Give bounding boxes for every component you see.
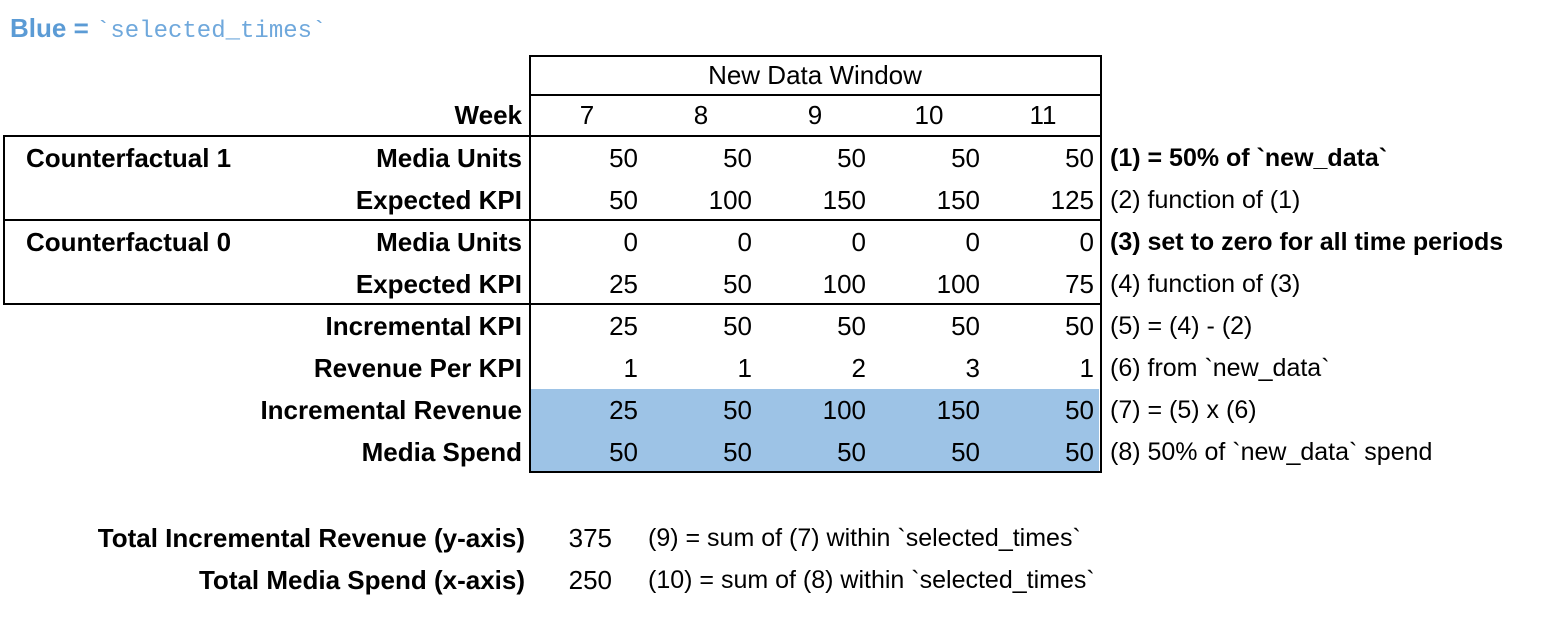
- table-row-expected-kpi-cf0: Expected KPI 25 50 100 100 75 (4) functi…: [4, 263, 1301, 305]
- row-label: Expected KPI: [355, 269, 522, 299]
- cell-value: 50: [1065, 143, 1094, 173]
- border-under-week: [3, 135, 1102, 137]
- total-incremental-revenue-value: 375: [568, 523, 612, 553]
- cell-value: 50: [723, 395, 752, 425]
- row-annotation-4: (4) function of (3): [1110, 270, 1301, 298]
- row-annotation-7: (7) = (5) x (6): [1110, 396, 1257, 424]
- border-cf1-cf0: [3, 219, 1102, 221]
- border-bottom: [529, 471, 1102, 473]
- cell-value: 50: [951, 437, 980, 467]
- counterfactual-1-label: Counterfactual 1: [26, 143, 232, 173]
- cell-value: 50: [951, 311, 980, 341]
- row-label: Expected KPI: [355, 185, 522, 215]
- border-data-left: [529, 55, 531, 473]
- cell-value: 50: [609, 143, 638, 173]
- week-9: 9: [807, 100, 823, 130]
- border-under-header: [529, 94, 1102, 96]
- cell-value: 0: [851, 227, 866, 257]
- table-row-media-units-cf0: Media Units 0 0 0 0 0 (3) set to zero fo…: [4, 221, 1503, 263]
- cell-value: 150: [936, 395, 980, 425]
- row-label: Media Units: [376, 143, 522, 173]
- total-incremental-revenue-label: Total Incremental Revenue (y-axis): [97, 523, 525, 553]
- cell-value: 100: [708, 185, 752, 215]
- cell-value: 50: [1065, 395, 1094, 425]
- total-media-spend-value: 250: [568, 565, 612, 595]
- row-annotation-1: (1) = 50% of `new_data`: [1110, 144, 1388, 172]
- row-label: Revenue Per KPI: [313, 353, 522, 383]
- border-top: [529, 55, 1102, 57]
- cell-value: 50: [837, 143, 866, 173]
- row-annotation-5: (5) = (4) - (2): [1110, 312, 1253, 340]
- counterfactual-0-label: Counterfactual 0: [26, 227, 232, 257]
- row-annotation-6: (6) from `new_data`: [1110, 354, 1330, 382]
- cell-value: 100: [822, 395, 866, 425]
- cell-value: 50: [723, 143, 752, 173]
- cell-value: 0: [1079, 227, 1094, 257]
- total-media-spend-label: Total Media Spend (x-axis): [198, 565, 525, 595]
- cell-value: 100: [822, 269, 866, 299]
- cell-value: 50: [951, 143, 980, 173]
- total-annotation-9: (9) = sum of (7) within `selected_times`: [648, 524, 1081, 552]
- week-10: 10: [914, 100, 944, 130]
- table-row-revenue-per-kpi: Revenue Per KPI 1 1 2 3 1 (6) from `new_…: [4, 347, 1330, 389]
- cell-value: 75: [1065, 269, 1094, 299]
- border-under-cf0: [3, 303, 1102, 305]
- total-annotation-10: (10) = sum of (8) within `selected_times…: [648, 566, 1095, 594]
- border-label-left: [3, 135, 5, 305]
- legend-code-selected-times: `selected_times`: [95, 18, 327, 45]
- cell-value: 25: [609, 311, 638, 341]
- row-annotation-3: (3) set to zero for all time periods: [1110, 228, 1504, 256]
- table-row-incremental-kpi: Incremental KPI 25 50 50 50 50 (5) = (4)…: [4, 305, 1252, 347]
- week-7: 7: [579, 100, 595, 130]
- cell-value: 3: [965, 353, 980, 383]
- week-label: Week: [454, 100, 522, 130]
- cell-value: 25: [609, 269, 638, 299]
- cell-value: 2: [851, 353, 866, 383]
- cell-value: 50: [1065, 437, 1094, 467]
- week-row: Week 7 8 9 10 11: [4, 95, 1100, 136]
- cell-value: 150: [822, 185, 866, 215]
- table-row-incremental-revenue: Incremental Revenue 25 50 100 150 50 (7)…: [4, 389, 1257, 431]
- cell-value: 1: [1079, 353, 1094, 383]
- cell-value: 50: [837, 437, 866, 467]
- cell-value: 125: [1050, 185, 1094, 215]
- cell-value: 50: [609, 437, 638, 467]
- row-annotation-8: (8) 50% of `new_data` spend: [1110, 438, 1433, 466]
- cell-value: 1: [623, 353, 638, 383]
- cell-value: 0: [737, 227, 752, 257]
- total-media-spend-row: Total Media Spend (x-axis) 250 (10) = su…: [4, 559, 1095, 601]
- row-label: Media Spend: [361, 437, 522, 467]
- table-row-media-units-cf1: Media Units 50 50 50 50 50 (1) = 50% of …: [4, 137, 1387, 179]
- row-label: Incremental Revenue: [260, 395, 522, 425]
- row-label: Media Units: [376, 227, 522, 257]
- week-8: 8: [693, 100, 709, 130]
- border-data-right: [1100, 55, 1102, 473]
- cell-value: 0: [623, 227, 638, 257]
- table-row-expected-kpi-cf1: Expected KPI 50 100 150 150 125 (2) func…: [4, 179, 1301, 221]
- cell-value: 1: [737, 353, 752, 383]
- cell-value: 0: [965, 227, 980, 257]
- cell-value: 50: [723, 311, 752, 341]
- row-annotation-2: (2) function of (1): [1110, 186, 1301, 214]
- row-label: Incremental KPI: [325, 311, 522, 341]
- cell-value: 50: [723, 269, 752, 299]
- cell-value: 150: [936, 185, 980, 215]
- cell-value: 50: [1065, 311, 1094, 341]
- table-row-media-spend: Media Spend 50 50 50 50 50 (8) 50% of `n…: [4, 431, 1433, 473]
- cell-value: 50: [723, 437, 752, 467]
- week-11: 11: [1029, 100, 1057, 130]
- selected-times-highlight: [531, 389, 1099, 472]
- new-data-window-header: New Data Window: [708, 60, 922, 90]
- cell-value: 50: [837, 311, 866, 341]
- legend-label: Blue =: [10, 13, 89, 43]
- cell-value: 50: [609, 185, 638, 215]
- legend-blue-note: Blue = `selected_times`: [10, 13, 326, 45]
- cell-value: 25: [609, 395, 638, 425]
- total-incremental-revenue-row: Total Incremental Revenue (y-axis) 375 (…: [4, 517, 1081, 559]
- cell-value: 100: [936, 269, 980, 299]
